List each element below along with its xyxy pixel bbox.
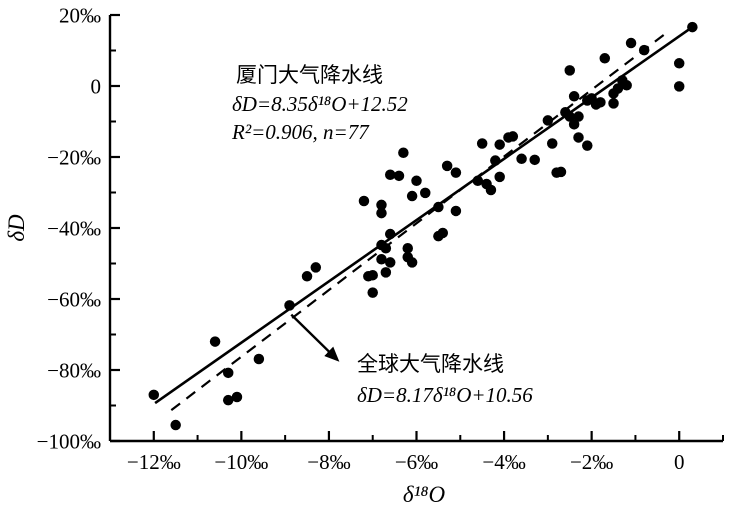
data-point xyxy=(406,190,418,202)
data-point xyxy=(284,300,295,311)
data-point xyxy=(687,21,698,33)
data-point xyxy=(568,91,580,102)
data-point xyxy=(638,44,650,56)
xiamen-annotation-title: 厦门大气降水线 xyxy=(236,63,383,87)
data-point xyxy=(406,257,418,268)
y-axis-title: δD xyxy=(4,214,29,242)
data-point xyxy=(573,111,584,122)
x-tick-label: −8‰ xyxy=(307,450,350,474)
x-tick-label: −2‰ xyxy=(570,450,613,474)
data-point xyxy=(529,154,540,166)
gmwl-annotation-equation: δD=8.17δ¹⁸O+10.56 xyxy=(357,383,533,407)
data-point xyxy=(222,394,234,406)
data-point xyxy=(542,115,554,126)
data-point xyxy=(380,242,392,254)
data-point xyxy=(393,170,405,182)
data-point xyxy=(398,147,409,158)
data-points xyxy=(148,21,698,431)
data-point xyxy=(564,111,575,122)
y-tick-label: −60‰ xyxy=(47,288,101,312)
data-point xyxy=(673,81,685,92)
data-point xyxy=(595,97,606,108)
data-point xyxy=(608,88,619,99)
xiamen-solid-line xyxy=(154,26,694,405)
gmwl-annotation: 全球大气降水线 δD=8.17δ¹⁸O+10.56 xyxy=(357,352,533,407)
gmwl-dashed-line xyxy=(170,32,667,411)
data-point xyxy=(420,187,431,199)
x-tick-label: −12‰ xyxy=(127,450,181,474)
xiamen-annotation-equation: δD=8.35δ¹⁸O+12.52 xyxy=(232,92,408,116)
data-point xyxy=(380,267,392,278)
data-point xyxy=(450,205,462,217)
gmwl-annotation-title: 全球大气降水线 xyxy=(357,352,504,376)
y-tick-label: 20‰ xyxy=(59,4,101,28)
y-tick-label: −40‰ xyxy=(47,217,101,241)
xiamen-annotation: 厦门大气降水线 δD=8.35δ¹⁸O+12.52 R²=0.906, n=77 xyxy=(231,63,408,144)
data-point xyxy=(673,58,685,69)
data-point xyxy=(551,167,562,178)
xiamen-regression-line xyxy=(154,26,694,405)
data-point xyxy=(376,253,387,265)
data-point xyxy=(485,184,497,196)
data-point xyxy=(568,119,580,130)
data-point xyxy=(516,153,527,165)
data-point xyxy=(546,138,558,149)
data-point xyxy=(490,155,501,166)
data-point xyxy=(384,228,396,240)
data-point xyxy=(599,53,611,64)
data-point xyxy=(222,367,234,379)
x-tick-label: −4‰ xyxy=(482,450,525,474)
annotation-arrow xyxy=(290,313,340,362)
data-point xyxy=(494,171,505,183)
data-point xyxy=(564,65,575,76)
data-point xyxy=(411,175,422,187)
y-tick-label: −100‰ xyxy=(37,430,101,454)
data-point xyxy=(367,287,378,298)
y-tick-label: 0 xyxy=(91,75,102,99)
data-point xyxy=(253,353,265,365)
data-point xyxy=(148,389,160,401)
data-point xyxy=(358,195,370,207)
data-point xyxy=(625,37,637,49)
data-point xyxy=(472,175,484,187)
arrow-line xyxy=(290,313,340,362)
data-point xyxy=(441,160,453,172)
data-point xyxy=(450,167,462,178)
data-point xyxy=(367,269,378,281)
data-point xyxy=(376,207,387,219)
y-tick-label: −20‰ xyxy=(47,146,101,170)
data-point xyxy=(621,80,632,91)
x-tick-label: 0 xyxy=(674,450,685,474)
data-point xyxy=(573,132,584,143)
gmwl-regression-line xyxy=(170,32,667,411)
data-point xyxy=(433,201,444,213)
data-point xyxy=(608,98,619,109)
data-point xyxy=(301,271,313,282)
data-point xyxy=(402,242,413,254)
data-point xyxy=(376,199,387,211)
y-axis: 20‰ 0 −20‰ −40‰ −60‰ −80‰ −100‰ xyxy=(37,4,120,454)
x-tick-label: −6‰ xyxy=(395,450,438,474)
data-point xyxy=(582,140,593,151)
data-point xyxy=(437,227,449,239)
xiamen-annotation-stats: R²=0.906, n=77 xyxy=(231,120,370,144)
data-point xyxy=(310,262,322,273)
data-point xyxy=(209,336,221,347)
data-point xyxy=(170,419,181,431)
data-point xyxy=(494,139,505,150)
data-point xyxy=(384,169,396,180)
x-axis-title: δ¹⁸O xyxy=(403,482,446,507)
x-axis: −12‰ −10‰ −8‰ −6‰ −4‰ −2‰ 0 xyxy=(110,431,724,474)
data-point xyxy=(503,132,514,143)
y-tick-label: −80‰ xyxy=(47,359,101,383)
x-tick-label: −10‰ xyxy=(214,450,268,474)
data-point xyxy=(384,257,396,268)
data-point xyxy=(231,391,243,403)
data-point xyxy=(476,138,488,149)
